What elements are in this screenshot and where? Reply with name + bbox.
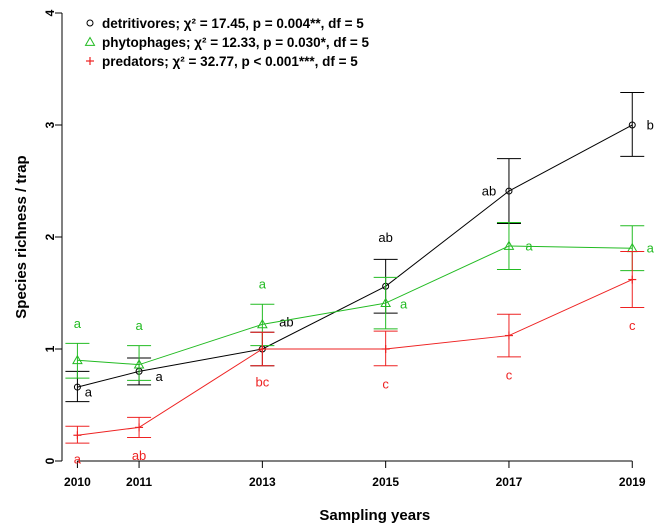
legend-item-detritivores: detritivores; χ² = 17.45, p = 0.004**, d… [86, 16, 364, 31]
legend-series-name: detritivores [102, 16, 176, 31]
phytophages-significance-letter: a [400, 297, 408, 312]
y-tick-label: 2 [43, 233, 57, 240]
legend-label: detritivores; χ² = 17.45, p = 0.004**, d… [102, 16, 364, 31]
phytophages-point [72, 354, 83, 365]
detritivores-point [505, 187, 513, 195]
detritivores-line [77, 124, 633, 388]
y-tick-label: 0 [43, 457, 57, 464]
predators-point [381, 345, 390, 353]
x-tick-label: 2017 [496, 475, 523, 489]
predators-point [135, 423, 144, 432]
x-tick-label: 2015 [372, 475, 399, 489]
predators-significance-letter: ab [132, 448, 146, 463]
x-tick-label: 2011 [126, 475, 152, 489]
phytophages-significance-letter: a [525, 238, 533, 253]
legend-marker [84, 36, 96, 46]
x-tick-label: 2013 [249, 475, 276, 489]
detritivores-significance-letter: a [155, 369, 163, 384]
detritivores-significance-letter: ab [279, 315, 293, 330]
detritivores-point [73, 383, 81, 391]
axes: 0 1 2 3 4 2010 2011 2013 2015 2017 2019 Sampling ye… [13, 9, 646, 524]
series-phytophages: a a a a a a [65, 221, 655, 381]
predators-significance-letter: bc [255, 374, 269, 389]
detritivores-error-bar [496, 158, 521, 225]
predators-point [258, 345, 267, 353]
legend-label: predators; χ² = 32.77, p < 0.001***, df … [102, 54, 358, 69]
phytophages-significance-letter: a [259, 277, 267, 292]
detritivores-significance-letter: b [647, 118, 654, 133]
predators-point [73, 431, 82, 440]
y-tick-label: 1 [43, 345, 57, 352]
predators-significance-letter: a [74, 452, 82, 467]
y-axis-title: Species richness / trap [13, 155, 30, 318]
detritivores-significance-letter: ab [482, 184, 496, 199]
detritivores-significance-letter: ab [378, 230, 392, 245]
phytophages-significance-letter: a [647, 241, 655, 256]
series-predators: a ab bc c c c [65, 251, 645, 467]
phytophages-point [256, 318, 268, 329]
phytophages-error-bar [127, 345, 152, 381]
legend-item-predators: predators; χ² = 32.77, p < 0.001***, df … [86, 54, 358, 69]
detritivores-error-bar [620, 92, 645, 157]
legend-statistics: χ² = 32.77, p < 0.001***, df = 5 [173, 54, 359, 69]
detritivores-point [628, 121, 636, 129]
phytophages-point [380, 297, 392, 307]
phytophages-error-bar [373, 276, 398, 330]
predators-significance-letter: c [629, 318, 636, 333]
phytophages-significance-letter: a [74, 316, 82, 331]
phytophages-significance-letter: a [135, 318, 143, 333]
legend-separator: ; [164, 54, 172, 69]
legend-statistics: χ² = 12.33, p = 0.030*, df = 5 [194, 35, 369, 50]
predators-point [504, 331, 513, 340]
legend-series-name: phytophages [102, 35, 186, 50]
legend-series-name: predators [102, 54, 164, 69]
series-layer: a a ab ab ab b a a a a a a a ab bc c c c [65, 92, 655, 467]
legend-statistics: χ² = 17.45, p = 0.004**, df = 5 [184, 16, 364, 31]
detritivores-significance-letter: a [85, 385, 93, 400]
predators-significance-letter: c [382, 376, 389, 391]
x-tick-label: 2019 [619, 475, 646, 489]
phytophages-line [77, 245, 633, 366]
legend-item-phytophages: phytophages; χ² = 12.33, p = 0.030*, df … [84, 35, 369, 50]
legend-separator: ; [176, 16, 184, 31]
legend-marker [86, 19, 94, 27]
legend-separator: ; [186, 35, 194, 50]
predators-point [628, 275, 637, 284]
x-tick-label: 2010 [64, 475, 91, 489]
predators-line [77, 279, 633, 436]
y-tick-label: 3 [43, 121, 57, 128]
legend: detritivores; χ² = 17.45, p = 0.004**, d… [84, 16, 369, 69]
phytophages-error-bar [496, 221, 521, 270]
x-axis-title: Sampling years [319, 507, 430, 524]
phytophages-point [503, 240, 515, 250]
legend-marker [86, 57, 94, 65]
predators-significance-letter: c [506, 367, 513, 382]
y-tick-label: 4 [43, 9, 57, 16]
legend-label: phytophages; χ² = 12.33, p = 0.030*, df … [102, 35, 369, 50]
phytophages-error-bar [65, 342, 90, 379]
phytophages-point [133, 359, 145, 369]
